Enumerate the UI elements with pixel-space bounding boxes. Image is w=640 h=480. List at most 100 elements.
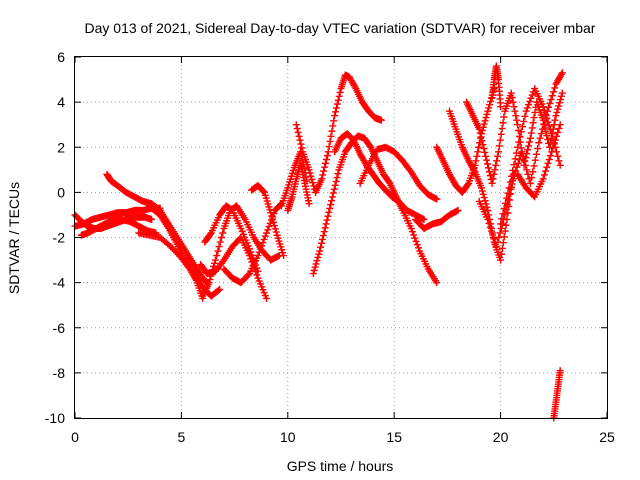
data-point [540,107,548,115]
data-point [294,128,302,136]
data-point [330,117,338,125]
data-point [478,137,486,145]
data-point [258,242,266,250]
data-point [317,243,325,251]
data-point [483,110,491,118]
data-point [486,101,494,109]
data-point [475,143,483,151]
data-point [557,92,565,100]
data-point [497,256,505,264]
data-point [498,215,506,223]
data-point [500,113,508,121]
data-point [481,117,489,125]
data-point [489,231,497,239]
data-point [408,228,416,236]
data-point [330,185,338,193]
data-point [215,243,223,251]
data-point [318,235,326,243]
data-point [543,114,551,122]
data-point [525,138,533,146]
data-point [553,132,561,140]
data-point [551,116,559,124]
data-point [542,167,550,175]
data-point [213,252,221,260]
data-point [269,215,277,223]
data-point [511,155,519,163]
data-point [206,275,214,283]
data-point [556,367,564,375]
data-point [211,256,219,264]
data-point [333,100,341,108]
data-point [263,229,271,237]
data-point [479,141,487,149]
data-point [415,244,423,252]
series-track-17 [356,143,441,203]
series-track-15 [309,132,441,287]
data-point [254,252,262,260]
data-point [540,171,548,179]
data-point [490,170,498,178]
data-point [171,247,179,255]
data-point [261,232,269,240]
data-point [327,132,335,140]
data-point [312,260,320,268]
data-point [334,96,342,104]
x-tick-label: 25 [599,429,615,445]
data-point [247,248,255,256]
data-point [547,96,555,104]
data-point [489,175,497,183]
data-point [173,249,181,257]
data-point [540,121,548,129]
data-point [216,285,224,293]
data-point [474,148,482,156]
data-point [329,189,337,197]
data-point [295,132,303,140]
data-point [314,253,322,261]
data-point [307,172,315,180]
chart-title: Day 013 of 2021, Sidereal Day-to-day VTE… [85,20,596,36]
data-point [500,204,508,212]
data-point [552,112,560,120]
data-point [244,271,252,279]
data-point [539,125,547,133]
data-point [316,247,324,255]
data-point [523,166,531,174]
data-point [336,88,344,96]
data-point [206,230,214,238]
data-point [518,123,526,131]
data-point [526,134,534,142]
data-point [265,223,273,231]
data-point [321,163,329,171]
y-tick-label: -10 [45,410,65,426]
data-point [298,144,306,152]
data-point [539,103,547,111]
data-point [520,157,528,165]
data-point [218,234,226,241]
data-point [484,164,492,172]
data-point [331,181,339,189]
series-track-06 [135,229,207,302]
y-tick-label: 0 [57,184,65,200]
data-point [413,241,421,249]
data-point [558,69,566,77]
data-point [524,170,532,178]
data-point [259,187,267,195]
data-point [266,219,274,227]
data-point [528,174,536,182]
data-point [332,104,340,112]
series-track-23 [488,62,505,111]
data-point [271,225,279,233]
data-point [270,222,278,230]
data-point [517,128,525,136]
data-point [214,247,222,255]
plot-frame [74,56,608,419]
y-tick-label: 6 [57,49,65,65]
data-point [553,108,561,116]
data-point [334,170,342,178]
data-point [260,235,268,243]
data-point [292,121,300,129]
data-point [320,167,328,175]
data-point [485,219,493,227]
data-point [528,91,536,99]
data-point [555,125,563,133]
